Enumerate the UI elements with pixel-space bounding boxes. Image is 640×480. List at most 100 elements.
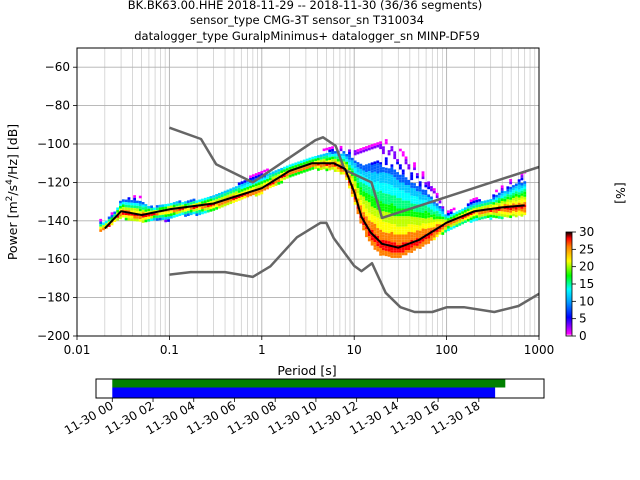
density-cell (396, 179, 399, 183)
density-cell (365, 226, 368, 230)
density-cell (322, 158, 326, 162)
density-cell (421, 173, 425, 177)
density-cell (495, 205, 498, 208)
density-cell (223, 193, 227, 196)
density-cell (424, 218, 428, 222)
density-cell (249, 188, 252, 191)
density-cell (359, 205, 363, 208)
density-cell (424, 226, 428, 229)
density-cell (382, 245, 385, 248)
density-cell (305, 158, 309, 162)
density-cell (396, 174, 399, 178)
density-cell (367, 184, 371, 187)
density-cell (432, 224, 436, 228)
density-cell (390, 226, 394, 230)
density-cell (370, 172, 374, 176)
density-cell (418, 183, 422, 187)
density-cell (509, 210, 513, 213)
density-cell (444, 224, 448, 228)
density-cell (285, 165, 289, 169)
density-cell (387, 202, 391, 205)
density-cell (410, 242, 414, 246)
density-cell (506, 214, 510, 218)
density-cell (435, 218, 439, 222)
density-cell (421, 197, 425, 200)
density-cell (367, 207, 371, 211)
density-cell (144, 206, 148, 210)
density-cell (178, 213, 182, 216)
density-cell (362, 147, 366, 150)
density-cell (365, 203, 368, 206)
density-cell (379, 164, 382, 168)
density-cell (447, 210, 450, 213)
density-cell (514, 183, 518, 187)
density-cell (410, 216, 414, 220)
density-cell (387, 238, 391, 242)
density-cell (438, 208, 442, 212)
density-cell (435, 221, 439, 225)
density-cell (407, 190, 411, 193)
density-cell (432, 190, 436, 194)
density-cell (353, 152, 357, 156)
density-cell (523, 181, 527, 184)
density-cell (427, 215, 431, 218)
density-cell (506, 212, 510, 215)
density-cell (514, 214, 518, 218)
density-cell (390, 231, 394, 235)
density-cell (503, 191, 507, 194)
density-cell (192, 198, 196, 202)
density-cell (365, 182, 368, 186)
density-cell (390, 211, 394, 214)
density-cell (373, 177, 377, 180)
density-cell (387, 204, 391, 208)
density-cell (444, 219, 448, 223)
density-cell (410, 203, 414, 207)
density-cell (379, 167, 382, 170)
density-cell (376, 178, 380, 182)
density-cell (195, 213, 199, 216)
density-cell (356, 182, 360, 186)
density-cell (441, 219, 445, 222)
density-cell (356, 180, 360, 183)
density-cell (373, 247, 377, 250)
density-cell (240, 186, 244, 190)
density-cell (430, 217, 433, 220)
density-cell (234, 191, 238, 195)
density-cell (472, 198, 476, 201)
density-cell (376, 186, 380, 190)
density-cell (370, 229, 374, 233)
density-cell (316, 168, 320, 171)
density-cell (410, 232, 414, 235)
density-cell (130, 213, 134, 216)
density-cell (342, 161, 346, 165)
density-cell (382, 219, 385, 222)
density-cell (489, 209, 493, 213)
density-cell (373, 143, 377, 146)
density-cell (370, 196, 374, 199)
density-cell (478, 217, 481, 220)
density-cell (348, 159, 351, 163)
density-cell (373, 171, 377, 175)
density-cell (345, 174, 349, 178)
density-cell (195, 205, 199, 209)
density-cell (359, 218, 363, 221)
density-cell (251, 187, 255, 190)
density-cell (379, 250, 382, 254)
density-cell (350, 194, 354, 197)
density-cell (119, 216, 122, 219)
density-cell (379, 237, 382, 241)
density-cell (393, 237, 397, 240)
density-cell (478, 201, 481, 205)
density-cell (509, 199, 513, 203)
density-cell (189, 202, 193, 205)
density-cell (438, 200, 442, 204)
density-cell (257, 185, 261, 188)
density-cell (398, 224, 402, 227)
density-cell (376, 228, 380, 231)
density-cell (147, 219, 151, 222)
density-cell (458, 223, 462, 226)
density-cell (396, 224, 399, 227)
density-cell (288, 174, 292, 178)
density-cell (365, 146, 368, 149)
density-cell (350, 165, 354, 169)
